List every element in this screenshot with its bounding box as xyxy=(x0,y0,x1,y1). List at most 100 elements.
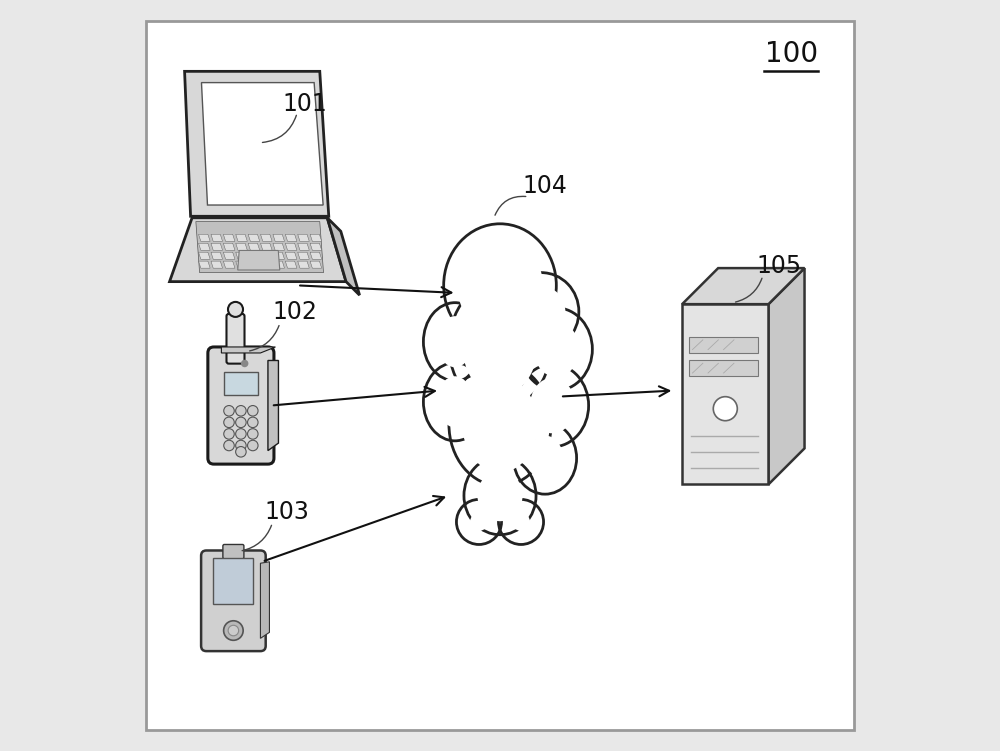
Circle shape xyxy=(236,447,246,457)
Polygon shape xyxy=(223,252,235,259)
Ellipse shape xyxy=(423,363,486,441)
Circle shape xyxy=(248,440,258,451)
Ellipse shape xyxy=(520,308,592,391)
Circle shape xyxy=(248,417,258,427)
Polygon shape xyxy=(261,234,272,241)
Text: 104: 104 xyxy=(523,174,567,198)
FancyBboxPatch shape xyxy=(213,557,253,605)
Ellipse shape xyxy=(477,470,523,521)
Circle shape xyxy=(224,429,234,439)
Polygon shape xyxy=(310,252,322,259)
FancyBboxPatch shape xyxy=(226,314,245,363)
Polygon shape xyxy=(682,268,805,304)
Polygon shape xyxy=(261,252,272,259)
Ellipse shape xyxy=(462,295,538,396)
Polygon shape xyxy=(185,71,329,216)
Text: 105: 105 xyxy=(757,254,802,278)
Polygon shape xyxy=(768,268,805,484)
Text: 101: 101 xyxy=(282,92,327,116)
Ellipse shape xyxy=(437,376,473,427)
Polygon shape xyxy=(248,252,260,259)
Ellipse shape xyxy=(514,422,577,494)
FancyBboxPatch shape xyxy=(689,336,758,353)
FancyBboxPatch shape xyxy=(223,544,244,559)
Circle shape xyxy=(248,406,258,416)
Polygon shape xyxy=(223,234,235,241)
FancyBboxPatch shape xyxy=(689,360,758,376)
Polygon shape xyxy=(211,234,223,241)
Polygon shape xyxy=(285,243,297,250)
Ellipse shape xyxy=(527,436,563,481)
Circle shape xyxy=(224,406,234,416)
Polygon shape xyxy=(248,261,260,268)
Polygon shape xyxy=(298,261,309,268)
Polygon shape xyxy=(285,261,297,268)
Polygon shape xyxy=(310,234,322,241)
Ellipse shape xyxy=(517,364,589,447)
Polygon shape xyxy=(298,252,309,259)
Ellipse shape xyxy=(470,513,488,531)
Polygon shape xyxy=(199,261,210,268)
Ellipse shape xyxy=(464,457,536,535)
Ellipse shape xyxy=(462,376,538,472)
Circle shape xyxy=(224,621,243,641)
Polygon shape xyxy=(260,562,269,638)
Polygon shape xyxy=(298,234,309,241)
Polygon shape xyxy=(261,261,272,268)
Circle shape xyxy=(248,429,258,439)
Polygon shape xyxy=(199,243,210,250)
FancyBboxPatch shape xyxy=(682,304,768,484)
Circle shape xyxy=(224,417,234,427)
Ellipse shape xyxy=(449,282,551,409)
Circle shape xyxy=(228,302,243,317)
Text: 100: 100 xyxy=(765,40,818,68)
Polygon shape xyxy=(223,243,235,250)
FancyBboxPatch shape xyxy=(146,21,854,730)
Polygon shape xyxy=(248,243,260,250)
Ellipse shape xyxy=(504,273,579,351)
Ellipse shape xyxy=(444,224,556,347)
Circle shape xyxy=(236,417,246,427)
Polygon shape xyxy=(261,243,272,250)
Text: 103: 103 xyxy=(265,500,310,524)
Polygon shape xyxy=(199,252,210,259)
Circle shape xyxy=(236,406,246,416)
Circle shape xyxy=(224,440,234,451)
Polygon shape xyxy=(201,83,323,205)
FancyBboxPatch shape xyxy=(224,372,258,395)
Polygon shape xyxy=(285,234,297,241)
Polygon shape xyxy=(310,243,322,250)
Circle shape xyxy=(713,397,737,421)
Polygon shape xyxy=(327,218,360,295)
Polygon shape xyxy=(236,252,247,259)
Polygon shape xyxy=(221,347,275,353)
Polygon shape xyxy=(298,243,309,250)
FancyBboxPatch shape xyxy=(208,347,274,464)
Ellipse shape xyxy=(534,321,579,377)
Polygon shape xyxy=(196,222,324,273)
Circle shape xyxy=(236,429,246,439)
Ellipse shape xyxy=(437,316,473,367)
Polygon shape xyxy=(211,252,223,259)
Polygon shape xyxy=(273,243,284,250)
Circle shape xyxy=(228,626,239,636)
Polygon shape xyxy=(273,252,284,259)
Ellipse shape xyxy=(530,378,575,433)
Polygon shape xyxy=(223,261,235,268)
Polygon shape xyxy=(170,218,346,282)
Polygon shape xyxy=(238,251,280,270)
Polygon shape xyxy=(285,252,297,259)
Polygon shape xyxy=(236,243,247,250)
FancyBboxPatch shape xyxy=(201,550,266,651)
Polygon shape xyxy=(248,234,260,241)
Ellipse shape xyxy=(498,499,544,544)
Ellipse shape xyxy=(457,237,543,333)
Circle shape xyxy=(241,360,248,367)
Ellipse shape xyxy=(423,303,486,381)
Polygon shape xyxy=(211,243,223,250)
Polygon shape xyxy=(199,234,210,241)
Ellipse shape xyxy=(456,499,502,544)
Polygon shape xyxy=(268,360,278,451)
Polygon shape xyxy=(273,261,284,268)
Ellipse shape xyxy=(517,286,565,337)
